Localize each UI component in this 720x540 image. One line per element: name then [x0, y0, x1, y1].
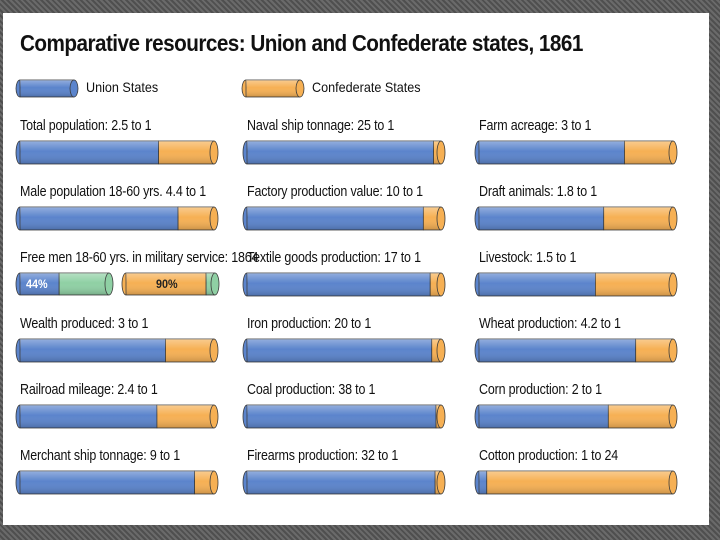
- union-bar-cap: [474, 272, 480, 297]
- confederate-bar-end: [668, 470, 678, 495]
- confederate-bar-end: [436, 338, 446, 363]
- legend-swatch-cap: [15, 79, 21, 98]
- union-bar-cap: [474, 206, 480, 231]
- confederate-bar-end: [209, 338, 219, 363]
- union-military-cap: [15, 272, 21, 296]
- union-bar-cap: [15, 206, 21, 231]
- bar-label: Iron production: 20 to 1: [247, 316, 372, 332]
- union-bar-cap: [15, 470, 21, 495]
- confederate-bar-end: [668, 404, 678, 429]
- union-bar-cap: [474, 140, 480, 165]
- bar-label: Textile goods production: 17 to 1: [247, 250, 421, 266]
- chart-title: Comparative resources: Union and Confede…: [20, 30, 583, 56]
- legend-swatch-cap: [241, 79, 247, 98]
- union-bar-cap: [242, 140, 248, 165]
- confederate-bar-end: [668, 206, 678, 231]
- union-bar-cap: [15, 404, 21, 429]
- union-military-end: [104, 272, 114, 296]
- confederate-bar-end: [668, 338, 678, 363]
- union-bar-cap: [474, 470, 480, 495]
- bar-label: Livestock: 1.5 to 1: [479, 250, 577, 266]
- confederate-bar-end: [209, 470, 219, 495]
- bar-label: Draft animals: 1.8 to 1: [479, 184, 598, 200]
- confederate-military-cap: [121, 272, 127, 296]
- confederate-bar-end: [436, 272, 446, 297]
- union-bar-cap: [15, 338, 21, 363]
- union-bar-cap: [242, 470, 248, 495]
- union-bar-cap: [474, 338, 480, 363]
- bar-label: Wheat production: 4.2 to 1: [479, 316, 621, 332]
- union-bar-cap: [242, 338, 248, 363]
- confederate-bar-end: [436, 206, 446, 231]
- confederate-military-pct: 90%: [156, 277, 178, 291]
- confederate-bar-end: [209, 404, 219, 429]
- bar-label: Total population: 2.5 to 1: [20, 118, 152, 134]
- confederate-bar-end: [436, 404, 446, 429]
- union-bar-cap: [474, 404, 480, 429]
- bar-label: Wealth produced: 3 to 1: [20, 316, 149, 332]
- chart-panel: [3, 13, 709, 525]
- bar-label: Free men 18-60 yrs. in military service:…: [20, 250, 259, 266]
- bar-label: Farm acreage: 3 to 1: [479, 118, 592, 134]
- union-bar-cap: [242, 272, 248, 297]
- bar-label: Naval ship tonnage: 25 to 1: [247, 118, 395, 134]
- union-bar-cap: [242, 404, 248, 429]
- legend-label-confederate: Confederate States: [312, 79, 421, 95]
- bar-label: Cotton production: 1 to 24: [479, 448, 619, 464]
- union-bar-cap: [242, 206, 248, 231]
- bar-label: Coal production: 38 to 1: [247, 382, 376, 398]
- union-military-pct: 44%: [26, 277, 48, 291]
- confederate-military-end: [210, 272, 220, 296]
- confederate-bar-end: [209, 140, 219, 165]
- confederate-bar-end: [668, 272, 678, 297]
- confederate-bar-end: [668, 140, 678, 165]
- legend-swatch-end: [69, 79, 79, 98]
- legend-swatch-end: [295, 79, 305, 98]
- union-bar-cap: [15, 140, 21, 165]
- legend-label-union: Union States: [86, 79, 159, 95]
- confederate-bar-end: [209, 206, 219, 231]
- bar-label: Railroad mileage: 2.4 to 1: [20, 382, 158, 398]
- bar-label: Factory production value: 10 to 1: [247, 184, 423, 200]
- bar-label: Merchant ship tonnage: 9 to 1: [20, 448, 181, 464]
- bar-label: Firearms production: 32 to 1: [247, 448, 399, 464]
- bar-label: Corn production: 2 to 1: [479, 382, 602, 398]
- confederate-bar-end: [436, 470, 446, 495]
- confederate-bar-end: [436, 140, 446, 165]
- bar-label: Male population 18-60 yrs. 4.4 to 1: [20, 184, 207, 200]
